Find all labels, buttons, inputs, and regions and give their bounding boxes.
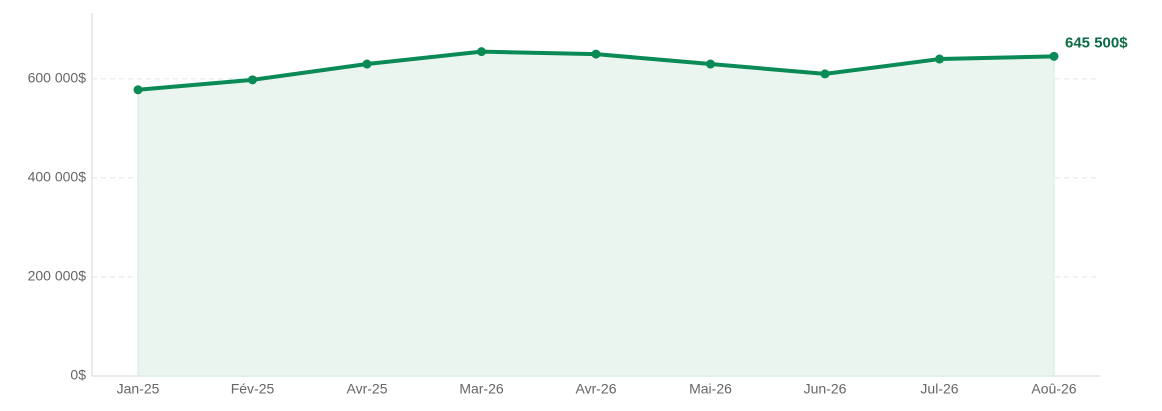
- point: [1049, 51, 1059, 61]
- point: [362, 59, 372, 69]
- y-tick-label: 600 000$: [28, 70, 87, 86]
- x-tick-label: Mar-26: [459, 381, 504, 397]
- x-tick-label: Fév-25: [231, 381, 275, 397]
- area: [137, 51, 1055, 377]
- point: [248, 75, 257, 85]
- point: [477, 47, 486, 57]
- x-tick-label: Jan-25: [117, 381, 160, 397]
- x-tick-label: Avr-26: [576, 381, 617, 397]
- x-tick-label: Jun-26: [804, 381, 847, 397]
- value-label: 645 500$: [1065, 34, 1128, 51]
- y-tick-label: 200 000$: [28, 268, 87, 284]
- point: [133, 85, 143, 95]
- y-tick-label: 400 000$: [28, 169, 87, 185]
- x-tick-label: Mai-26: [689, 381, 732, 397]
- x-tick-label: Avr-25: [347, 381, 388, 397]
- x-tick-label: Aoû-26: [1031, 381, 1076, 397]
- x-tick-label: Jul-26: [920, 381, 958, 397]
- point: [935, 54, 944, 64]
- point: [706, 59, 715, 69]
- point: [820, 69, 830, 79]
- point: [591, 49, 601, 59]
- y-tick-label: 0$: [70, 367, 86, 383]
